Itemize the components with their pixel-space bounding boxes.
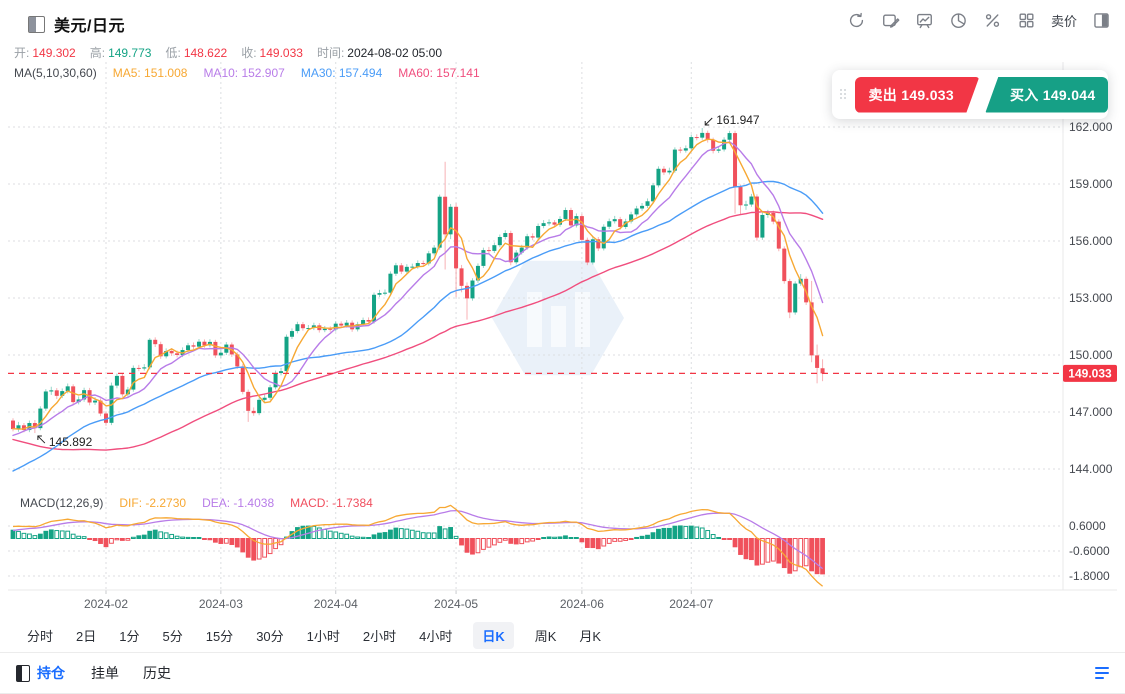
percent-icon[interactable] bbox=[983, 11, 1002, 30]
svg-text:2024-06: 2024-06 bbox=[560, 597, 604, 611]
symbol-title: 美元/日元 bbox=[54, 18, 125, 35]
trade-panel: 卖出 149.033 买入 149.044 bbox=[832, 70, 1108, 119]
tab-4hour[interactable]: 4小时 bbox=[419, 628, 453, 644]
svg-text:2024-04: 2024-04 bbox=[314, 597, 358, 611]
svg-text:150.000: 150.000 bbox=[1069, 348, 1113, 362]
ma10-value: MA10: 152.907 bbox=[203, 66, 285, 80]
dea-value: DEA: -1.4038 bbox=[202, 496, 275, 510]
pie-chart-icon[interactable] bbox=[949, 11, 968, 30]
svg-text:145.892: 145.892 bbox=[49, 435, 93, 449]
close-label: 收: bbox=[241, 46, 257, 60]
svg-text:2024-03: 2024-03 bbox=[199, 597, 243, 611]
ohlc-row: 开: 149.302 高: 149.773 低: 148.622 收: 149.… bbox=[14, 44, 456, 61]
tab-2hour[interactable]: 2小时 bbox=[362, 628, 397, 644]
ma-title: MA(5,10,30,60) bbox=[14, 66, 97, 80]
list-menu-icon[interactable] bbox=[1095, 666, 1109, 680]
svg-text:159.000: 159.000 bbox=[1069, 177, 1113, 191]
ma-indicator-row: MA(5,10,30,60) MA5: 151.008 MA10: 152.90… bbox=[14, 66, 480, 80]
tab-daily-k[interactable]: 日K bbox=[473, 621, 514, 649]
svg-text:147.000: 147.000 bbox=[1069, 405, 1113, 419]
ma30-value: MA30: 157.494 bbox=[300, 66, 383, 80]
tab-positions[interactable]: 持仓 bbox=[37, 665, 65, 681]
chart-board-icon[interactable] bbox=[915, 11, 934, 30]
symbol-icon bbox=[28, 15, 45, 33]
tab-15min[interactable]: 15分 bbox=[205, 628, 234, 644]
tab-1hour[interactable]: 1小时 bbox=[306, 628, 340, 644]
time-label: 时间: bbox=[316, 46, 345, 60]
svg-text:161.947: 161.947 bbox=[716, 113, 760, 127]
chart-toolbar: 卖价 bbox=[847, 11, 1111, 30]
high-label: 高: bbox=[89, 46, 106, 60]
open-label: 开: bbox=[14, 46, 30, 60]
ma5-value: MA5: 151.008 bbox=[112, 66, 188, 80]
tab-5min[interactable]: 5分 bbox=[162, 628, 183, 644]
svg-text:153.000: 153.000 bbox=[1069, 291, 1113, 305]
tab-30min[interactable]: 30分 bbox=[256, 628, 284, 644]
svg-text:144.000: 144.000 bbox=[1069, 462, 1113, 476]
svg-text:149.033: 149.033 bbox=[1068, 366, 1112, 380]
buy-button[interactable]: 买入 149.044 bbox=[985, 76, 1108, 113]
svg-text:162.000: 162.000 bbox=[1069, 120, 1113, 134]
svg-text:0.6000: 0.6000 bbox=[1069, 519, 1106, 533]
macd-title: MACD(12,26,9) bbox=[20, 496, 104, 510]
timeframe-tabs: 分时 2日 1分 5分 15分 30分 1小时 2小时 4小时 日K 周K 月K bbox=[0, 619, 1125, 651]
ma60-value: MA60: 157.141 bbox=[398, 66, 480, 80]
sell-button[interactable]: 卖出 149.033 bbox=[855, 77, 979, 113]
tab-fenshi[interactable]: 分时 bbox=[27, 628, 54, 644]
sell-price-mode-label[interactable]: 卖价 bbox=[1050, 14, 1077, 29]
svg-text:2024-05: 2024-05 bbox=[434, 597, 478, 611]
tab-monthly-k[interactable]: 月K bbox=[579, 628, 602, 644]
symbol-header: 美元/日元 bbox=[28, 12, 125, 36]
low-value: 148.622 bbox=[183, 45, 228, 60]
open-value: 149.302 bbox=[32, 45, 76, 60]
dif-value: DIF: -2.2730 bbox=[119, 496, 187, 510]
macd-indicator-row: MACD(12,26,9) DIF: -2.2730 DEA: -1.4038 … bbox=[20, 496, 373, 510]
high-value: 149.773 bbox=[108, 45, 152, 60]
drag-handle-icon[interactable] bbox=[840, 88, 848, 101]
svg-text:2024-07: 2024-07 bbox=[669, 597, 713, 611]
macd-value: MACD: -1.7384 bbox=[290, 496, 373, 510]
tab-1min[interactable]: 1分 bbox=[119, 628, 140, 644]
time-value: 2024-08-02 05:00 bbox=[347, 45, 443, 60]
svg-text:-0.6000: -0.6000 bbox=[1069, 544, 1110, 558]
panel-split-icon[interactable] bbox=[1092, 11, 1111, 30]
bottom-bar: 持仓 挂单 历史 bbox=[0, 652, 1125, 694]
close-value: 149.033 bbox=[259, 45, 303, 60]
svg-text:2024-02: 2024-02 bbox=[84, 597, 128, 611]
tab-2day[interactable]: 2日 bbox=[76, 628, 97, 644]
svg-text:-1.8000: -1.8000 bbox=[1069, 569, 1110, 583]
refresh-icon[interactable] bbox=[847, 11, 866, 30]
svg-text:156.000: 156.000 bbox=[1069, 234, 1113, 248]
draw-icon[interactable] bbox=[881, 11, 900, 30]
positions-panel-icon bbox=[16, 664, 30, 682]
low-label: 低: bbox=[165, 46, 181, 60]
tab-history[interactable]: 历史 bbox=[143, 665, 171, 681]
tab-pending-orders[interactable]: 挂单 bbox=[91, 665, 119, 681]
grid-layout-icon[interactable] bbox=[1017, 11, 1036, 30]
tab-weekly-k[interactable]: 周K bbox=[534, 628, 557, 644]
